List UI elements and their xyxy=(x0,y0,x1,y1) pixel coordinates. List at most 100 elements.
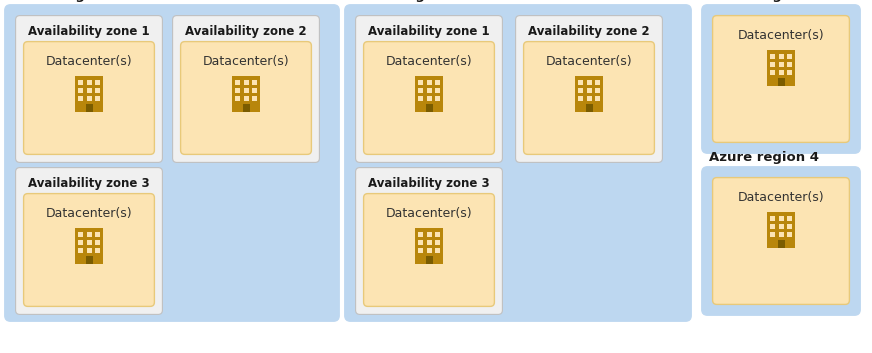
Bar xyxy=(587,80,591,85)
Bar xyxy=(787,54,792,59)
FancyBboxPatch shape xyxy=(523,42,654,154)
Bar xyxy=(75,228,103,264)
Text: Availability zone 3: Availability zone 3 xyxy=(28,178,150,191)
Bar xyxy=(770,54,775,59)
FancyBboxPatch shape xyxy=(16,168,162,315)
Bar xyxy=(252,80,256,85)
Bar xyxy=(243,80,249,85)
Bar xyxy=(578,88,583,93)
Bar xyxy=(787,224,792,229)
Bar xyxy=(95,232,99,237)
Bar xyxy=(95,88,99,93)
Text: Azure region 3: Azure region 3 xyxy=(709,0,819,2)
Text: Availability zone 2: Availability zone 2 xyxy=(185,25,307,38)
Bar xyxy=(779,54,784,59)
Bar xyxy=(419,88,423,93)
Bar xyxy=(85,256,92,264)
Bar xyxy=(86,248,92,253)
Text: Availability zone 2: Availability zone 2 xyxy=(528,25,650,38)
Bar xyxy=(415,76,443,112)
Text: Azure region 1: Azure region 1 xyxy=(12,0,122,2)
Bar xyxy=(767,50,795,86)
Text: Azure region 2: Azure region 2 xyxy=(352,0,462,2)
Bar xyxy=(95,80,99,85)
Bar xyxy=(426,96,432,101)
Text: Datacenter(s): Datacenter(s) xyxy=(202,55,290,68)
FancyBboxPatch shape xyxy=(515,16,663,162)
Text: Availability zone 1: Availability zone 1 xyxy=(368,25,489,38)
FancyBboxPatch shape xyxy=(16,16,162,162)
Text: Azure region 4: Azure region 4 xyxy=(709,151,819,164)
Bar xyxy=(78,88,83,93)
Bar xyxy=(426,80,432,85)
Bar xyxy=(86,240,92,245)
Text: Availability zone 3: Availability zone 3 xyxy=(368,178,489,191)
Bar xyxy=(78,96,83,101)
Bar xyxy=(595,88,600,93)
Bar xyxy=(770,62,775,67)
Bar xyxy=(770,224,775,229)
Text: Datacenter(s): Datacenter(s) xyxy=(385,208,473,221)
Bar xyxy=(243,96,249,101)
FancyBboxPatch shape xyxy=(364,193,494,306)
Text: Datacenter(s): Datacenter(s) xyxy=(738,191,824,204)
Bar xyxy=(435,240,439,245)
Bar xyxy=(95,96,99,101)
Bar xyxy=(435,80,439,85)
Bar xyxy=(770,70,775,75)
Bar xyxy=(578,80,583,85)
Bar xyxy=(235,88,241,93)
FancyBboxPatch shape xyxy=(356,168,502,315)
Bar xyxy=(779,62,784,67)
Bar xyxy=(575,76,603,112)
Bar xyxy=(435,96,439,101)
Bar xyxy=(85,104,92,112)
Bar xyxy=(86,232,92,237)
FancyBboxPatch shape xyxy=(364,42,494,154)
Bar xyxy=(787,70,792,75)
Bar xyxy=(95,240,99,245)
Bar xyxy=(86,96,92,101)
Bar xyxy=(778,240,785,248)
Bar xyxy=(86,88,92,93)
Bar xyxy=(419,248,423,253)
Bar xyxy=(426,88,432,93)
Bar xyxy=(78,248,83,253)
FancyBboxPatch shape xyxy=(712,16,849,142)
Text: Datacenter(s): Datacenter(s) xyxy=(45,55,133,68)
Bar xyxy=(419,240,423,245)
Text: Availability zone 1: Availability zone 1 xyxy=(28,25,150,38)
Bar xyxy=(415,228,443,264)
Bar xyxy=(78,80,83,85)
Bar xyxy=(779,224,784,229)
Bar xyxy=(235,80,241,85)
Bar xyxy=(770,216,775,221)
Bar xyxy=(787,216,792,221)
Bar xyxy=(419,80,423,85)
Bar xyxy=(86,80,92,85)
Bar xyxy=(75,76,103,112)
Bar xyxy=(426,104,433,112)
Bar xyxy=(419,232,423,237)
Text: Datacenter(s): Datacenter(s) xyxy=(546,55,632,68)
Bar xyxy=(78,232,83,237)
Bar xyxy=(426,240,432,245)
FancyBboxPatch shape xyxy=(24,42,154,154)
Bar xyxy=(426,256,433,264)
Bar xyxy=(435,232,439,237)
Bar xyxy=(243,88,249,93)
FancyBboxPatch shape xyxy=(181,42,311,154)
FancyBboxPatch shape xyxy=(173,16,319,162)
FancyBboxPatch shape xyxy=(356,16,502,162)
Bar xyxy=(787,232,792,237)
FancyBboxPatch shape xyxy=(702,167,860,315)
Bar xyxy=(587,96,591,101)
Text: Datacenter(s): Datacenter(s) xyxy=(385,55,473,68)
Bar xyxy=(435,88,439,93)
Bar xyxy=(779,70,784,75)
Bar xyxy=(587,88,591,93)
Bar xyxy=(235,96,241,101)
Bar xyxy=(95,248,99,253)
Bar xyxy=(787,62,792,67)
Bar xyxy=(252,96,256,101)
